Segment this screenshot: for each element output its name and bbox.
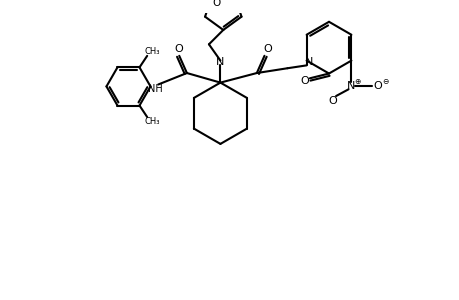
- Text: O: O: [300, 76, 309, 86]
- Text: O: O: [263, 44, 271, 54]
- Text: CH₃: CH₃: [144, 46, 159, 56]
- Text: CH₃: CH₃: [144, 117, 159, 126]
- Text: NH: NH: [148, 84, 162, 94]
- Text: N: N: [347, 81, 355, 92]
- Text: ⊖: ⊖: [382, 77, 388, 86]
- Text: N: N: [305, 56, 313, 67]
- Text: O: O: [212, 0, 220, 8]
- Text: O: O: [174, 44, 182, 54]
- Text: O: O: [328, 96, 337, 106]
- Text: O: O: [373, 81, 382, 92]
- Text: N: N: [216, 56, 224, 67]
- Text: ⊕: ⊕: [353, 77, 359, 86]
